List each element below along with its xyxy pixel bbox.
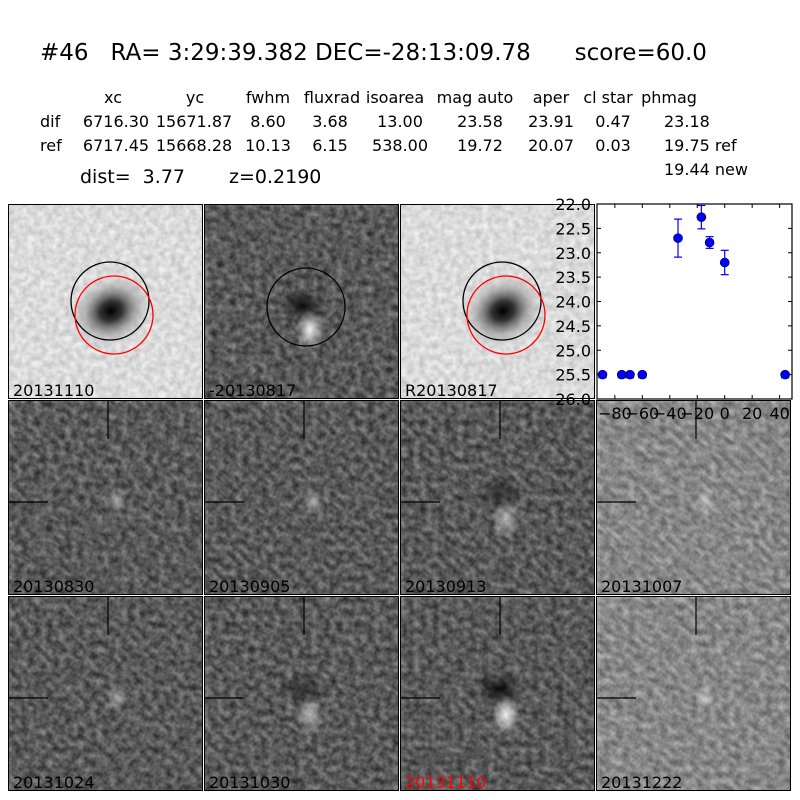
- x-tick-label: −20: [680, 404, 714, 423]
- image-stamp[interactable]: 20131222: [596, 596, 791, 791]
- upper-limit-point: [616, 369, 627, 380]
- table-cell: 0.03: [595, 136, 631, 155]
- x-tick-label: −80: [598, 404, 632, 423]
- row-label: dif: [40, 112, 61, 131]
- table-cell: 23.58: [457, 112, 503, 131]
- table-cell: 6716.30: [82, 112, 150, 131]
- residual-positive: [492, 695, 520, 735]
- row-label: ref: [40, 136, 62, 155]
- detection-point: [696, 212, 707, 222]
- y-tick-label: 25.0: [555, 341, 591, 360]
- y-tick-label: 24.0: [555, 293, 591, 312]
- aperture-circle: [70, 261, 150, 341]
- image-stamp[interactable]: 20131007: [596, 400, 791, 595]
- stamp-date-label: 20131024: [13, 773, 95, 791]
- column-header: xc: [104, 88, 122, 107]
- upper-limit-point: [780, 369, 790, 380]
- table-cell: 15668.28: [155, 136, 233, 155]
- image-stamp[interactable]: 20131110: [8, 204, 203, 399]
- y-tick-label: 25.5: [555, 366, 591, 385]
- x-tick-label: −60: [625, 404, 659, 423]
- new-mag: 19.44 new: [664, 160, 748, 179]
- table-cell: 8.60: [250, 112, 286, 131]
- stamp-date-label: 20131222: [601, 773, 683, 791]
- stamp-date-label: R20130817: [405, 381, 498, 399]
- y-tick-label: 22.5: [555, 219, 591, 238]
- image-stamp[interactable]: 20130913: [400, 400, 595, 595]
- y-tick-label: 23.0: [555, 244, 591, 263]
- image-stamp[interactable]: 20131024: [8, 596, 203, 791]
- redshift-value: z=0.2190: [229, 166, 322, 188]
- detection-point: [719, 257, 730, 268]
- aperture-circle-ref: [74, 275, 154, 355]
- stamp-date-label: 20130830: [13, 577, 95, 595]
- column-header: phmag: [641, 88, 697, 107]
- detection-point: [673, 233, 683, 243]
- stamp-date-label: 20131007: [601, 577, 683, 595]
- y-tick-label: 26.0: [555, 390, 591, 409]
- host-galaxy: [458, 271, 548, 351]
- stamp-date-label: -20130817: [209, 381, 297, 399]
- stamp-date-label: 20131110: [405, 773, 487, 791]
- column-header: cl star: [583, 88, 633, 107]
- table-cell: 15671.87: [155, 112, 233, 131]
- table-cell: 19.72: [457, 136, 503, 155]
- aperture-circle: [266, 267, 346, 347]
- x-tick-label: 20: [742, 404, 762, 423]
- table-cell: 538.00: [372, 136, 428, 155]
- column-header: aper: [532, 88, 570, 107]
- stamp-date-label: 20130913: [405, 577, 487, 595]
- upper-limit-point: [625, 369, 635, 380]
- column-header: fluxrad: [303, 88, 361, 107]
- table-cell: 13.00: [377, 112, 423, 131]
- column-header: fwhm: [245, 88, 291, 107]
- x-tick-label: 40: [769, 404, 789, 423]
- candidate-title: #46 RA= 3:29:39.382 DEC=-28:13:09.78 sco…: [40, 40, 707, 66]
- image-stamp[interactable]: 20130905: [204, 400, 399, 595]
- detection-point: [704, 237, 715, 248]
- image-stamp[interactable]: R20130817: [400, 204, 595, 399]
- column-header: isoarea: [365, 88, 425, 107]
- upper-limit-point: [597, 369, 608, 380]
- residual-positive: [296, 310, 324, 350]
- table-cell: 20.07: [528, 136, 574, 155]
- y-tick-label: 22.0: [555, 195, 591, 214]
- y-tick-label: 24.5: [555, 317, 591, 336]
- y-tick-label: 23.5: [555, 268, 591, 287]
- table-cell: 6.15: [312, 136, 348, 155]
- stamp-date-label: 20131110: [13, 381, 95, 399]
- image-stamp[interactable]: 20131110: [400, 596, 595, 791]
- image-stamp[interactable]: 20130830: [8, 400, 203, 595]
- residual-positive: [296, 695, 324, 735]
- x-tick-label: −40: [653, 404, 687, 423]
- dist-value: dist= 3.77: [80, 166, 185, 188]
- table-cell: 0.47: [595, 112, 631, 131]
- stamp-date-label: 20131030: [209, 773, 291, 791]
- table-cell: 10.13: [245, 136, 291, 155]
- table-cell: 6717.45: [82, 136, 150, 155]
- host-galaxy: [66, 271, 156, 351]
- plot-area: [596, 203, 793, 400]
- upper-limit-point: [637, 369, 648, 380]
- aperture-circle: [462, 261, 542, 341]
- table-cell: 3.68: [312, 112, 348, 131]
- table-cell: 23.18: [664, 112, 710, 131]
- residual-positive: [492, 499, 520, 539]
- x-tick-label: 0: [720, 404, 730, 423]
- aperture-circle-ref: [466, 275, 546, 355]
- column-header: mag auto: [436, 88, 514, 107]
- table-cell: 19.75 ref: [664, 136, 737, 155]
- image-stamp[interactable]: -20130817: [204, 204, 399, 399]
- stamp-date-label: 20130905: [209, 577, 291, 595]
- table-cell: 23.91: [528, 112, 574, 131]
- column-header: yc: [185, 88, 205, 107]
- image-stamp[interactable]: 20131030: [204, 596, 399, 791]
